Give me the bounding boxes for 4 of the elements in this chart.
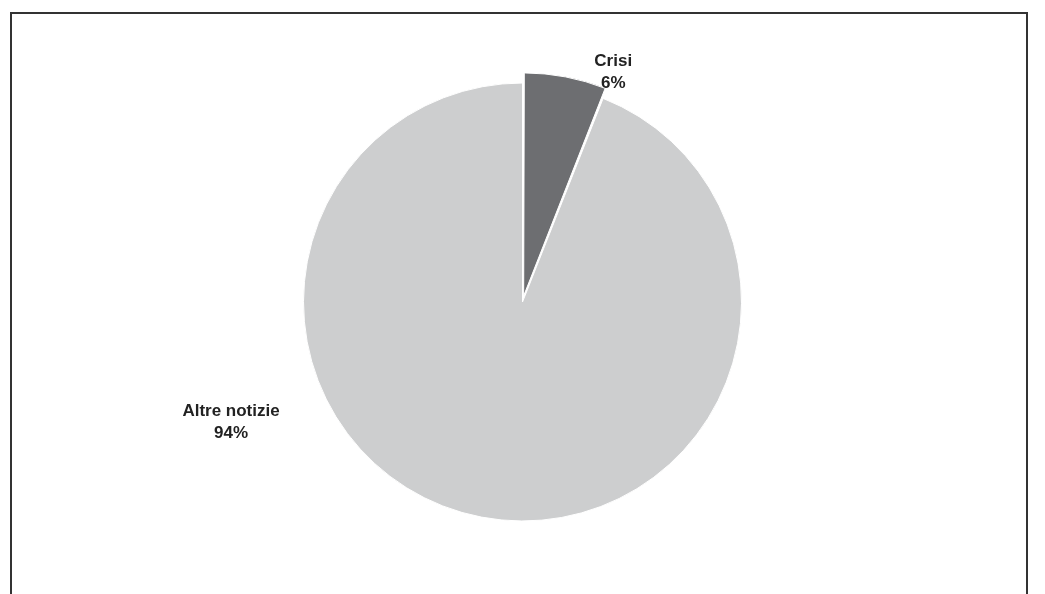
slice-label: Altre notizie — [182, 400, 280, 420]
slice-label: Crisi — [594, 51, 633, 71]
data-label: 6% — [600, 73, 626, 93]
data-label: 94% — [214, 422, 249, 442]
